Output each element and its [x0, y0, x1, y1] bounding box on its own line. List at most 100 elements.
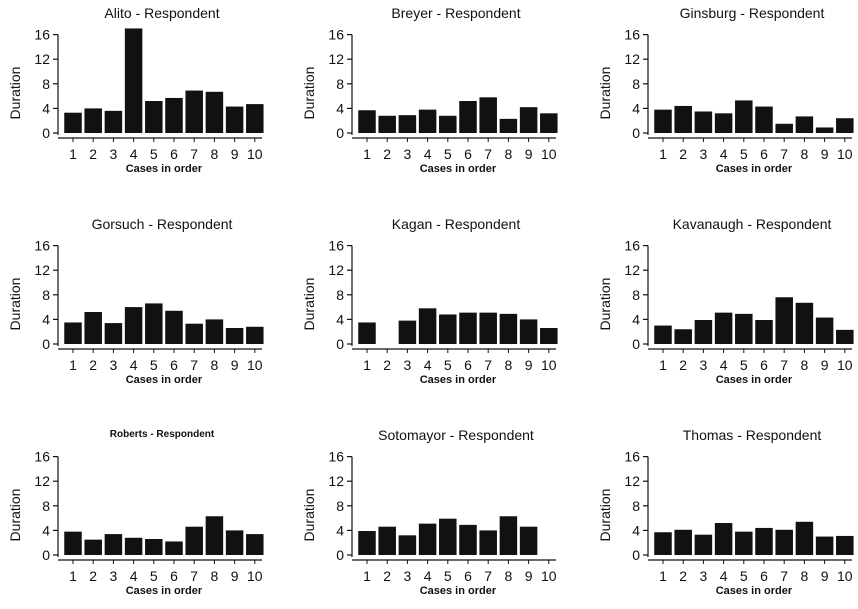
x-tick-label: 4: [424, 568, 432, 584]
x-tick-label: 7: [780, 568, 788, 584]
y-tick-label: 0: [632, 336, 640, 352]
y-tick-label: 12: [624, 262, 640, 278]
bar: [815, 536, 834, 555]
y-tick-label: 16: [624, 449, 640, 465]
bar: [64, 531, 82, 555]
x-tick-label: 4: [424, 146, 432, 162]
y-tick-label: 12: [34, 262, 50, 278]
bar: [775, 297, 793, 344]
x-tick-label: 1: [659, 568, 667, 584]
y-axis-label: Duration: [597, 67, 613, 120]
y-tick-label: 8: [632, 76, 640, 92]
y-axis-label: Duration: [597, 489, 613, 542]
y-tick-label: 16: [34, 27, 50, 43]
y-tick-label: 0: [42, 125, 50, 141]
x-tick-label: 3: [110, 357, 118, 373]
bar: [479, 312, 497, 344]
x-tick-label: 5: [150, 146, 158, 162]
x-axis-label: Cases in order: [126, 374, 203, 386]
y-tick-label: 16: [624, 27, 640, 43]
x-tick-label: 10: [837, 568, 853, 584]
bar: [775, 529, 793, 555]
x-tick-label: 9: [821, 568, 829, 584]
x-tick-label: 2: [383, 146, 391, 162]
x-tick-label: 5: [444, 357, 452, 373]
bar: [654, 325, 672, 344]
bar: [358, 322, 376, 344]
x-tick-label: 3: [110, 568, 118, 584]
x-tick-label: 4: [424, 357, 432, 373]
y-tick-label: 4: [336, 100, 344, 116]
x-tick-label: 3: [700, 357, 708, 373]
chart-title: Alito - Respondent: [104, 5, 219, 21]
bar: [64, 112, 82, 133]
x-tick-label: 5: [444, 146, 452, 162]
x-tick-label: 3: [404, 357, 412, 373]
y-tick-label: 12: [328, 51, 344, 67]
bar: [540, 328, 558, 344]
bar: [836, 329, 854, 344]
x-tick-label: 5: [444, 568, 452, 584]
bar: [654, 109, 672, 133]
y-tick-label: 8: [632, 287, 640, 303]
y-axis-label: Duration: [7, 489, 23, 542]
y-tick-label: 16: [34, 238, 50, 254]
y-tick-label: 4: [336, 522, 344, 538]
bar: [795, 521, 814, 555]
y-tick-label: 0: [42, 547, 50, 563]
x-axis-label: Cases in order: [420, 163, 497, 175]
bar: [519, 107, 538, 133]
x-tick-label: 10: [837, 146, 853, 162]
x-axis-label: Cases in order: [716, 163, 793, 175]
x-tick-label: 9: [821, 146, 829, 162]
x-tick-label: 3: [404, 568, 412, 584]
bar: [459, 312, 477, 344]
x-axis-label: Cases in order: [420, 585, 497, 597]
bar: [755, 320, 773, 344]
x-tick-label: 4: [130, 357, 138, 373]
y-tick-label: 4: [632, 522, 640, 538]
x-tick-label: 7: [484, 146, 492, 162]
x-tick-label: 2: [679, 146, 687, 162]
x-tick-label: 8: [211, 568, 219, 584]
x-tick-label: 9: [231, 357, 239, 373]
x-tick-label: 5: [150, 357, 158, 373]
x-tick-label: 4: [720, 146, 728, 162]
bar: [165, 97, 183, 133]
bar: [246, 534, 264, 555]
chart-title: Roberts - Respondent: [110, 429, 215, 440]
bar: [795, 302, 814, 344]
y-axis-label: Duration: [7, 278, 23, 331]
x-tick-label: 2: [89, 357, 97, 373]
bar: [519, 526, 538, 555]
bar: [225, 328, 244, 344]
x-tick-label: 4: [720, 357, 728, 373]
y-tick-label: 16: [624, 238, 640, 254]
x-tick-label: 10: [541, 568, 557, 584]
x-tick-label: 9: [525, 146, 533, 162]
x-tick-label: 6: [464, 357, 472, 373]
x-tick-label: 8: [505, 568, 513, 584]
x-tick-label: 5: [740, 357, 748, 373]
bar: [246, 326, 264, 344]
y-tick-label: 8: [632, 498, 640, 514]
y-axis-label: Duration: [301, 67, 317, 120]
bar: [398, 535, 417, 555]
x-tick-label: 10: [247, 568, 263, 584]
bar: [165, 541, 183, 555]
x-tick-label: 2: [383, 568, 391, 584]
bar: [64, 322, 82, 344]
bar: [479, 530, 497, 555]
x-tick-label: 8: [505, 357, 513, 373]
y-tick-label: 12: [328, 473, 344, 489]
bar: [439, 314, 457, 344]
chart-title: Breyer - Respondent: [391, 5, 520, 21]
bar: [755, 106, 773, 133]
y-axis-label: Duration: [597, 278, 613, 331]
x-tick-label: 3: [700, 568, 708, 584]
bar: [124, 28, 143, 134]
x-tick-label: 7: [484, 357, 492, 373]
y-tick-label: 0: [42, 336, 50, 352]
